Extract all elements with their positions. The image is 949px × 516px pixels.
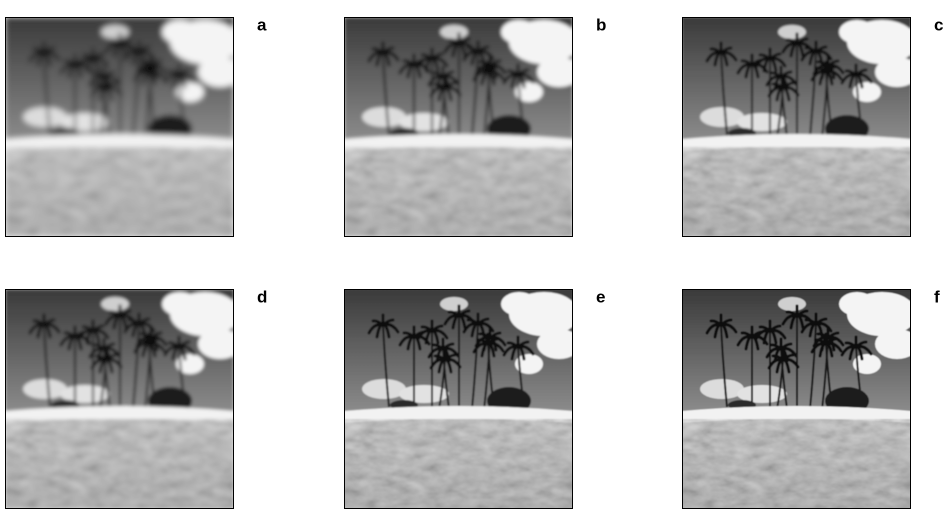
panel-label: a xyxy=(257,15,267,34)
panel-label: d xyxy=(257,287,267,306)
image-panel xyxy=(682,289,919,509)
image-panel xyxy=(5,17,242,237)
panel-label: e xyxy=(596,287,605,306)
panel-label: b xyxy=(596,15,606,34)
photo xyxy=(5,289,242,509)
figure: a b c d e f xyxy=(0,0,949,516)
image-panel xyxy=(344,289,581,509)
photo xyxy=(5,17,242,237)
page: abcdef (() => { const data = JSON.parse(… xyxy=(0,0,949,516)
panel-label: c xyxy=(934,15,943,34)
image-panel xyxy=(682,17,919,237)
photo xyxy=(682,289,919,509)
photo xyxy=(344,289,581,509)
photo xyxy=(682,17,919,237)
photo xyxy=(344,17,581,237)
panel-label: f xyxy=(934,287,940,306)
image-panel xyxy=(344,17,581,237)
image-panel xyxy=(5,289,242,509)
